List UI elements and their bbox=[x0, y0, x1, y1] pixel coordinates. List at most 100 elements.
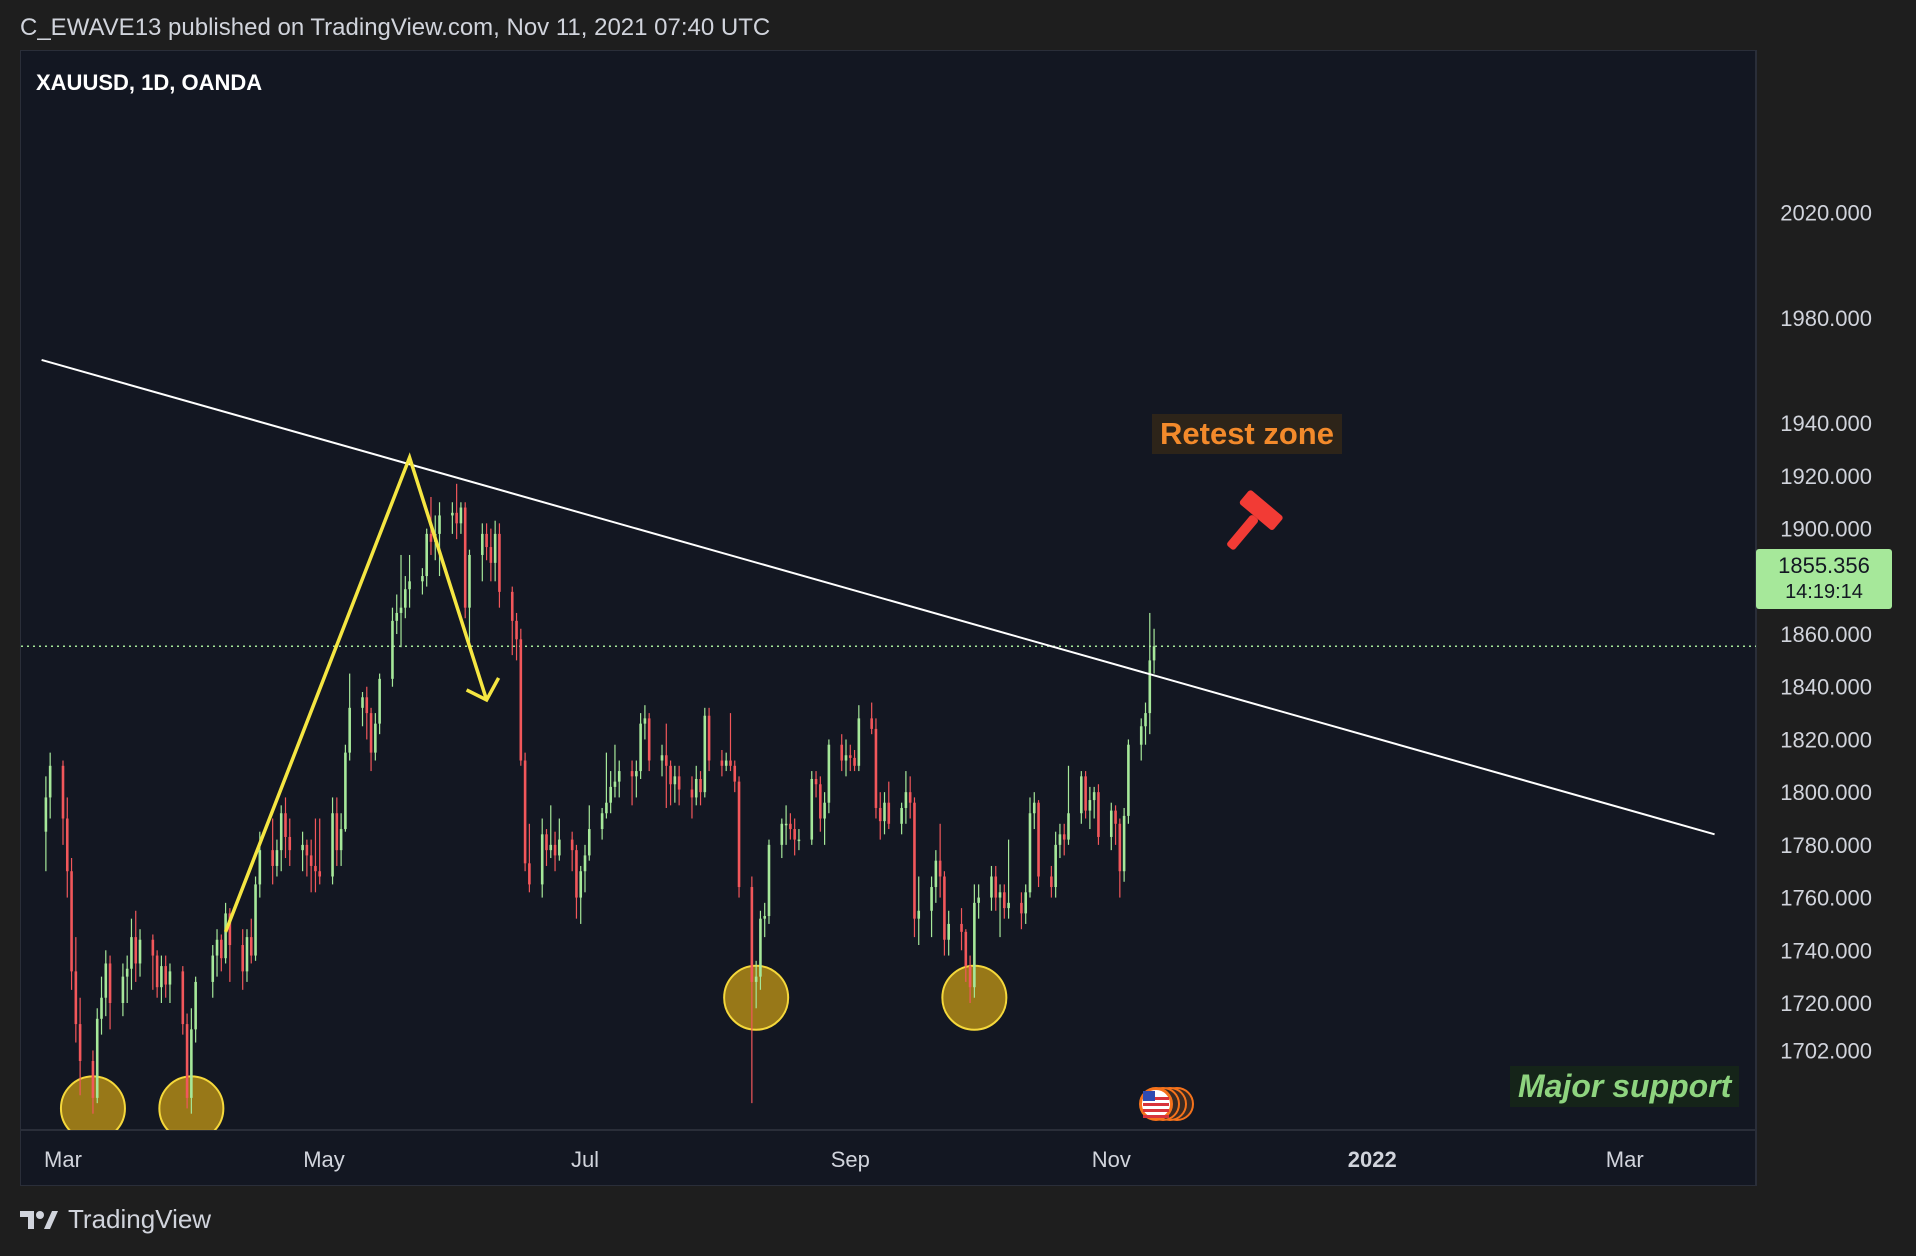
candle-body bbox=[549, 844, 553, 851]
x-tick-label: Sep bbox=[831, 1147, 870, 1172]
candle bbox=[425, 528, 428, 587]
candle bbox=[810, 771, 814, 845]
candle bbox=[489, 528, 493, 582]
candle-body bbox=[48, 765, 52, 798]
candle-body bbox=[1067, 813, 1070, 840]
candle-body bbox=[523, 760, 527, 864]
candle bbox=[609, 771, 612, 814]
candle bbox=[1067, 765, 1070, 845]
candle-body bbox=[528, 863, 531, 885]
y-tick-label: 1820.000 bbox=[1780, 727, 1872, 752]
candle bbox=[823, 792, 826, 845]
candle bbox=[185, 1013, 189, 1109]
chart-panel[interactable] bbox=[20, 50, 1756, 1186]
candle-body bbox=[395, 612, 399, 621]
candle-body bbox=[215, 939, 219, 956]
candle-body bbox=[224, 913, 227, 959]
candle-body bbox=[121, 976, 125, 1003]
candle bbox=[1097, 784, 1100, 845]
candle-body bbox=[438, 515, 441, 534]
candle-body bbox=[934, 860, 938, 888]
candle-body bbox=[930, 887, 933, 911]
candle-body bbox=[489, 547, 493, 563]
candle-body bbox=[673, 776, 677, 785]
hammer-handle bbox=[1227, 515, 1259, 550]
candle-body bbox=[318, 871, 322, 877]
candle bbox=[1050, 865, 1053, 898]
candle bbox=[1054, 831, 1057, 898]
current-price: 1855.356 bbox=[1778, 553, 1870, 578]
candle bbox=[1080, 771, 1083, 824]
candle bbox=[331, 797, 334, 885]
major-support-label: Major support bbox=[1510, 1066, 1740, 1107]
candle-body bbox=[960, 923, 963, 932]
candle bbox=[900, 802, 903, 835]
y-tick-label: 1940.000 bbox=[1780, 411, 1872, 436]
candle-body bbox=[275, 850, 279, 866]
candle bbox=[613, 744, 617, 798]
candle bbox=[121, 963, 125, 1017]
candle-body bbox=[938, 860, 942, 877]
candle bbox=[348, 673, 351, 761]
candle bbox=[707, 707, 711, 772]
candle bbox=[275, 839, 279, 877]
candle bbox=[977, 884, 980, 919]
y-tick-label: 1720.000 bbox=[1780, 991, 1872, 1016]
candle-body bbox=[699, 778, 702, 793]
candle-body bbox=[729, 760, 732, 766]
candle-body bbox=[707, 715, 711, 761]
candle bbox=[459, 502, 463, 534]
candle bbox=[249, 918, 253, 964]
candle bbox=[288, 818, 292, 866]
candle bbox=[130, 918, 133, 990]
plot-area bbox=[21, 358, 1756, 1130]
candle-body bbox=[309, 855, 313, 866]
candle-body bbox=[917, 910, 921, 919]
candle-body bbox=[100, 997, 103, 1019]
candle bbox=[1127, 739, 1130, 824]
candle-body bbox=[613, 781, 617, 787]
candle bbox=[754, 960, 758, 1009]
candle-body bbox=[515, 620, 518, 640]
candle bbox=[369, 707, 373, 772]
candle bbox=[493, 520, 497, 582]
candle-body bbox=[138, 939, 142, 964]
candle-body bbox=[767, 844, 771, 917]
candle-body bbox=[455, 512, 458, 524]
candle bbox=[878, 792, 882, 840]
candle bbox=[724, 752, 728, 772]
candle bbox=[510, 586, 514, 656]
candle-body bbox=[468, 554, 471, 608]
candle bbox=[575, 844, 578, 919]
candle bbox=[391, 607, 394, 687]
candle-body bbox=[827, 744, 831, 803]
candle-body bbox=[305, 844, 309, 856]
candle bbox=[1152, 628, 1156, 674]
candle-body bbox=[70, 871, 73, 972]
candle bbox=[789, 813, 792, 840]
candle bbox=[164, 955, 167, 998]
candle bbox=[151, 934, 155, 990]
footer: TradingView bbox=[20, 1204, 211, 1235]
x-tick-label: Jul bbox=[571, 1147, 599, 1172]
candle-body bbox=[181, 971, 185, 1025]
flag-canton bbox=[1143, 1091, 1155, 1101]
candle-body bbox=[335, 813, 339, 851]
candle-body bbox=[1062, 834, 1066, 840]
candle-body bbox=[553, 844, 557, 856]
candle bbox=[630, 760, 634, 806]
candle bbox=[498, 523, 501, 608]
candle-body bbox=[994, 876, 998, 898]
candle-body bbox=[660, 755, 664, 761]
candle-body bbox=[947, 923, 950, 940]
candle-body bbox=[630, 771, 634, 777]
candle-body bbox=[639, 723, 642, 772]
candle bbox=[1114, 805, 1117, 845]
candle-body bbox=[314, 865, 317, 872]
flag-stripe bbox=[1143, 1115, 1169, 1118]
candle bbox=[904, 771, 908, 824]
candle-body bbox=[733, 765, 737, 782]
tradingview-brand[interactable]: TradingView bbox=[68, 1204, 212, 1234]
candle-body bbox=[814, 778, 818, 785]
